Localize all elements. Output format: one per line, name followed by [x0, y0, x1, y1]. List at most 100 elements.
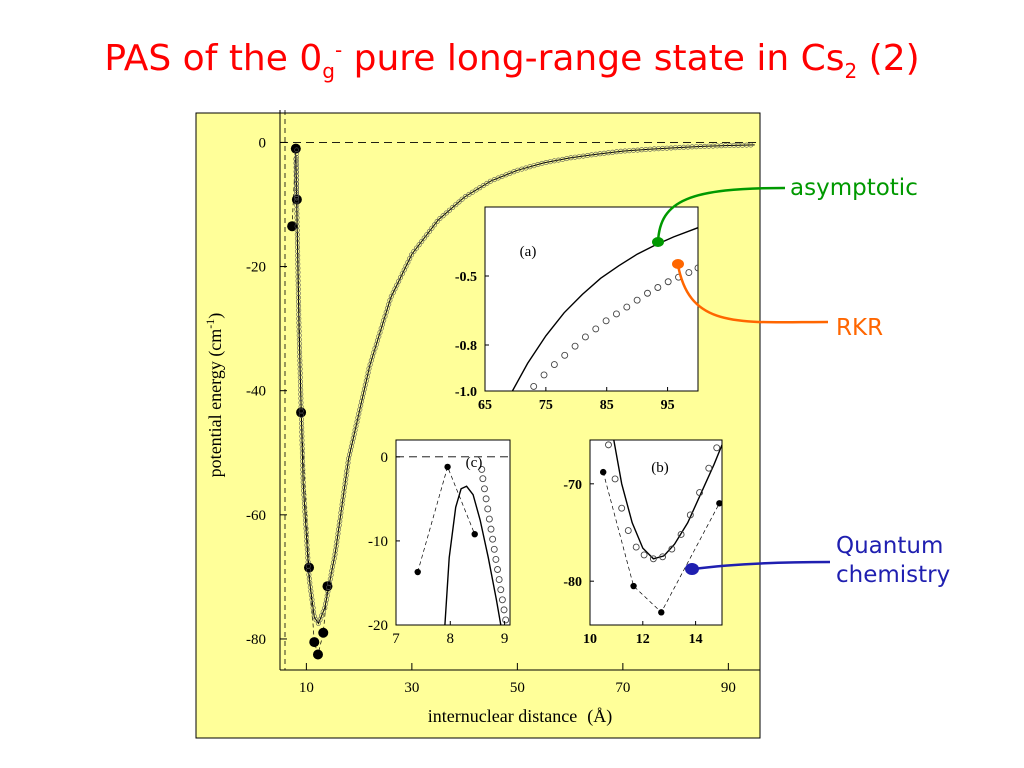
main-qc-point-0 — [287, 221, 298, 232]
title-suffix: (2) — [857, 38, 920, 79]
b-plot-frame — [589, 439, 723, 626]
b-xtick-label-0: 10 — [583, 632, 597, 647]
a-rkr-point-16 — [694, 264, 698, 272]
main-rkr-marker-213 — [437, 216, 443, 222]
main-rkr-marker-217 — [450, 205, 456, 211]
c-xtick-label-0: 7 — [392, 631, 400, 647]
c-qc-point-0 — [414, 568, 421, 576]
b-rkr-point-8 — [668, 545, 676, 553]
main-qc-point-5 — [309, 637, 320, 648]
title-sub-g: g — [322, 59, 335, 84]
b-xtick-label-1: 12 — [636, 632, 650, 647]
a-ytick-label-1: -0.8 — [455, 339, 477, 354]
b-ytick-label-0: -70 — [563, 478, 582, 493]
callout-qc-line — [692, 560, 831, 571]
callout-quantum-chemistry-label: Quantum chemistry — [836, 532, 950, 590]
main-rkr-marker-215 — [443, 210, 449, 216]
b-rkr-point-13 — [713, 444, 721, 452]
b-rkr-point-5 — [640, 551, 648, 559]
main-qc-point-6 — [312, 649, 323, 660]
c-rkr-point-5 — [485, 515, 493, 523]
a-rkr-point-11 — [644, 289, 651, 297]
b-rkr-point-12 — [705, 464, 713, 472]
main-y-axis-title-close: ) — [205, 313, 226, 319]
main-x-axis-title-unit: (Å) — [587, 706, 612, 727]
main-xtick-label-4: 90 — [721, 680, 736, 696]
callout-rkr-label: RKR — [836, 315, 884, 341]
callout-asymptotic-line — [656, 186, 786, 243]
a-rkr-point-12 — [654, 284, 662, 291]
b-panel-label: (b) — [651, 460, 669, 476]
main-rkr-marker-207 — [421, 235, 427, 241]
main-rkr-marker-291 — [748, 142, 754, 148]
title-sup-minus: - — [334, 38, 343, 62]
main-rkr-marker-211 — [431, 222, 437, 228]
main-qc-point-8 — [322, 581, 333, 592]
c-rkr-point-15 — [502, 616, 510, 624]
c-ytick-label-0: 0 — [381, 450, 389, 466]
b-qc-point-2 — [658, 609, 665, 616]
a-xtick-label-3: 95 — [661, 398, 675, 413]
main-x-axis-title-text: internuclear distance — [428, 706, 577, 726]
callout-qc-dot — [685, 563, 699, 575]
main-plot-area — [280, 142, 760, 660]
c-potential-curve — [444, 485, 502, 625]
c-rkr-point-8 — [490, 545, 498, 553]
c-plot-area — [396, 456, 510, 625]
b-xtick-label-2: 14 — [689, 632, 703, 647]
callout-lines — [652, 186, 831, 575]
main-y-axis-title: potential energy (cm-1) — [203, 313, 226, 478]
a-rkr-point-5 — [581, 333, 589, 341]
c-rkr-point-3 — [482, 495, 490, 503]
a-panel-label: (a) — [520, 244, 537, 260]
main-rkr-marker-204 — [413, 245, 419, 251]
b-rkr-point-6 — [649, 555, 657, 563]
main-rkr-marker-205 — [416, 242, 422, 248]
a-ytick-label-2: -1.0 — [455, 385, 477, 400]
b-qc-point-0 — [600, 468, 607, 476]
b-rkr-point-3 — [624, 527, 632, 535]
callout-rkr-dot — [672, 259, 684, 269]
b-rkr-point-2 — [618, 504, 626, 512]
c-qc-point-1 — [444, 463, 451, 471]
main-xtick-label-0: 10 — [299, 680, 314, 696]
title-sub-2: 2 — [844, 59, 858, 84]
c-rkr-point-14 — [500, 606, 508, 614]
main-y-axis-title-text: potential energy (cm — [205, 329, 226, 478]
b-qc-point-1 — [630, 582, 637, 590]
main-rkr-marker-210 — [429, 225, 435, 231]
c-rkr-point-9 — [492, 555, 500, 563]
callout-qc-line2: chemistry — [836, 561, 951, 588]
slide-title: PAS of the 0g- pure long-range state in … — [0, 40, 1024, 81]
callout-asymptotic-dot — [652, 237, 664, 247]
title-middle: pure long-range state in Cs — [342, 38, 845, 79]
c-rkr-point-0 — [478, 465, 486, 473]
main-rkr-marker-220 — [459, 196, 465, 202]
b-rkr-point-11 — [696, 489, 704, 497]
b-rkr-point-10 — [686, 511, 694, 519]
c-rkr-point-11 — [495, 576, 503, 584]
main-rkr-marker-202 — [408, 252, 414, 258]
main-rkr-marker-208 — [424, 232, 430, 238]
c-rkr-point-2 — [481, 485, 488, 493]
main-xtick-label-2: 50 — [510, 680, 525, 696]
a-rkr-point-10 — [633, 296, 641, 304]
a-rkr-point-7 — [602, 317, 610, 325]
main-rkr-marker-110 — [313, 617, 319, 623]
main-rkr-marker-225 — [477, 185, 483, 191]
c-xtick-label-2: 9 — [501, 631, 509, 647]
c-rkr-point-10 — [494, 566, 501, 573]
c-panel-label: (c) — [466, 455, 483, 471]
a-rkr-point-13 — [664, 278, 672, 286]
main-rkr-marker-222 — [466, 191, 472, 197]
b-rkr-point-9 — [677, 530, 685, 538]
c-qc-dashed-line — [417, 465, 476, 573]
a-rkr-point-15 — [685, 269, 693, 276]
main-rkr-column-13 — [294, 195, 299, 201]
a-xtick-label-1: 75 — [539, 398, 553, 413]
c-rkr-point-4 — [484, 505, 492, 513]
main-x-axis-title: internuclear distance (Å) — [428, 706, 612, 727]
a-rkr-point-9 — [623, 303, 631, 311]
b-rkr-point-1 — [611, 475, 619, 483]
